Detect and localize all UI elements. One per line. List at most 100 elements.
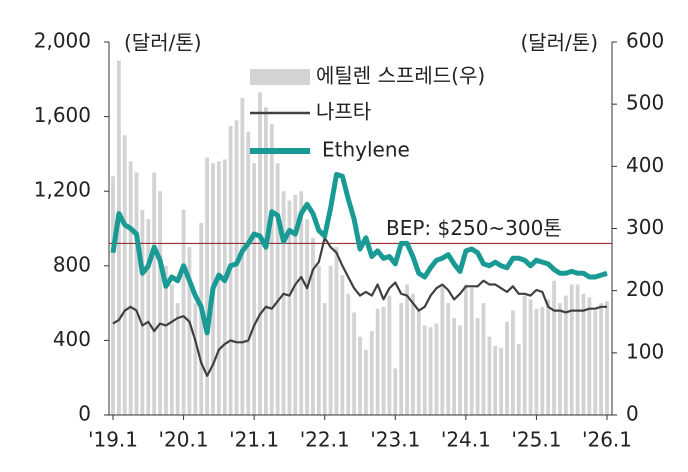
- y-tick-label: 400: [53, 327, 91, 351]
- bar: [352, 312, 357, 415]
- bar: [593, 310, 598, 415]
- bar: [546, 299, 551, 415]
- legend-label: 나프타: [316, 100, 371, 124]
- y2-tick-label: 0: [626, 402, 639, 426]
- x-tick-label: '26.1: [582, 428, 632, 452]
- y2-tick-label: 300: [626, 215, 664, 239]
- bar: [146, 219, 151, 415]
- reference-label: BEP: $250~300톤: [386, 216, 562, 240]
- bar: [605, 301, 609, 415]
- bar: [463, 284, 468, 415]
- bar: [440, 284, 445, 415]
- bar: [175, 303, 180, 415]
- x-tick-label: '23.1: [370, 428, 420, 452]
- bar: [499, 347, 504, 415]
- bar: [446, 303, 451, 415]
- bar: [234, 120, 239, 415]
- line: [112, 236, 607, 377]
- bar: [346, 293, 351, 415]
- x-tick-label: '22.1: [300, 428, 350, 452]
- bar: [428, 327, 433, 415]
- line: [110, 171, 608, 336]
- bar: [287, 200, 292, 415]
- bar: [299, 191, 304, 415]
- bar: [269, 124, 274, 415]
- bar: [187, 247, 192, 415]
- bar: [169, 284, 174, 415]
- bar: [193, 303, 198, 415]
- bar: [481, 303, 486, 415]
- bar: [434, 323, 439, 415]
- y-axis-label: (달러/톤): [124, 31, 202, 55]
- bar: [305, 219, 309, 415]
- y2-tick-label: 400: [626, 153, 664, 177]
- bar: [416, 310, 421, 415]
- y-tick-label: 1,600: [34, 103, 91, 127]
- bar: [563, 295, 568, 415]
- bar: [587, 297, 592, 415]
- bar: [334, 247, 339, 415]
- x-tick-label: '19.1: [88, 428, 138, 452]
- bar: [222, 159, 227, 415]
- bar: [569, 284, 574, 415]
- bar: [311, 237, 315, 415]
- bar: [164, 265, 168, 415]
- bar: [575, 284, 580, 415]
- x-tick-label: '21.1: [229, 428, 279, 452]
- bar: [275, 163, 280, 415]
- legend-label: Ethylene: [322, 138, 410, 162]
- bar: [281, 191, 286, 415]
- bar: [116, 60, 121, 416]
- bar: [358, 336, 362, 415]
- bar: [134, 172, 139, 415]
- y-tick-label: 1,200: [34, 178, 91, 202]
- bar: [458, 325, 462, 415]
- y2-tick-label: 600: [626, 29, 664, 53]
- bar: [340, 275, 345, 415]
- bar: [158, 191, 162, 415]
- bar: [264, 107, 268, 416]
- bar: [452, 318, 456, 415]
- y2-tick-label: 500: [626, 91, 664, 115]
- bar: [599, 303, 604, 415]
- bar: [511, 310, 515, 415]
- bar: [399, 303, 404, 415]
- bar: [122, 135, 127, 415]
- bar: [505, 321, 509, 415]
- bar: [111, 176, 115, 415]
- bar: [199, 222, 204, 415]
- y2-tick-label: 200: [626, 277, 664, 301]
- x-tick-label: '24.1: [441, 428, 491, 452]
- bar: [322, 303, 327, 415]
- y-tick-label: 0: [78, 402, 91, 426]
- bar: [258, 92, 262, 415]
- bar: [152, 172, 157, 415]
- x-tick-label: '20.1: [159, 428, 209, 452]
- bar: [375, 308, 380, 415]
- bar: [516, 344, 521, 415]
- bar: [581, 293, 586, 415]
- bar: [558, 303, 562, 415]
- bar: [369, 331, 374, 415]
- bar: [293, 194, 298, 415]
- bar: [381, 306, 386, 415]
- bar: [393, 368, 398, 415]
- bar: [487, 336, 492, 415]
- bar: [316, 265, 321, 415]
- bar: [411, 293, 415, 415]
- bar: [422, 325, 427, 415]
- bar: [363, 349, 368, 415]
- x-tick-label: '25.1: [511, 428, 561, 452]
- bar: [216, 161, 221, 415]
- bar: [534, 308, 539, 415]
- bar: [181, 209, 186, 415]
- bar: [475, 318, 480, 415]
- bar: [552, 280, 556, 415]
- y-tick-label: 2,000: [34, 29, 91, 53]
- legend-swatch: [250, 69, 310, 85]
- bar: [522, 295, 527, 415]
- bar: [252, 163, 257, 415]
- bar: [405, 284, 409, 415]
- bar: [540, 306, 545, 415]
